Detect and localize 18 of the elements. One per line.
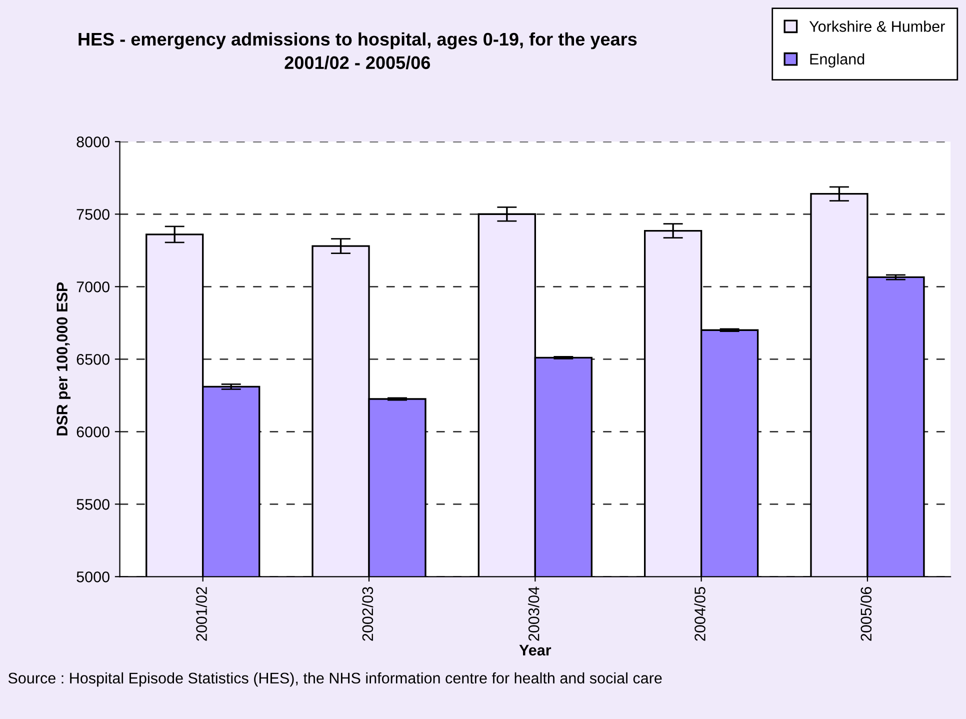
x-tick-label: 2003/04 — [528, 586, 540, 641]
y-tick-label: 6500 — [76, 354, 110, 365]
legend-label: England — [810, 53, 864, 68]
x-axis-title: Year — [519, 644, 552, 656]
y-tick-label: 5000 — [76, 572, 110, 582]
legend-label: Yorkshire & Humber — [809, 20, 945, 32]
chart-title: HES - emergency admissions to hospital, ages 0-19, for the years 2001/02 - 2005/06 — [78, 32, 637, 70]
x-tick-label: 2002/03 — [362, 587, 374, 641]
y-tick-label: 8000 — [76, 136, 110, 148]
y-tick-label: 7500 — [76, 209, 110, 220]
source-note: Source : Hospital Episode Statistics (HES), the NHS information centre for health and social care — [8, 672, 662, 687]
y-axis-title: DSR per 100,000 ESP — [56, 282, 71, 436]
x-tick-label: 2004/05 — [694, 586, 706, 641]
x-tick-label: 2005/06 — [860, 587, 872, 641]
y-tick-label: 7000 — [76, 282, 110, 292]
y-tick-label: 6000 — [76, 426, 110, 438]
x-tick-label: 2001/02 — [196, 587, 207, 641]
y-tick-label: 5500 — [76, 499, 110, 510]
